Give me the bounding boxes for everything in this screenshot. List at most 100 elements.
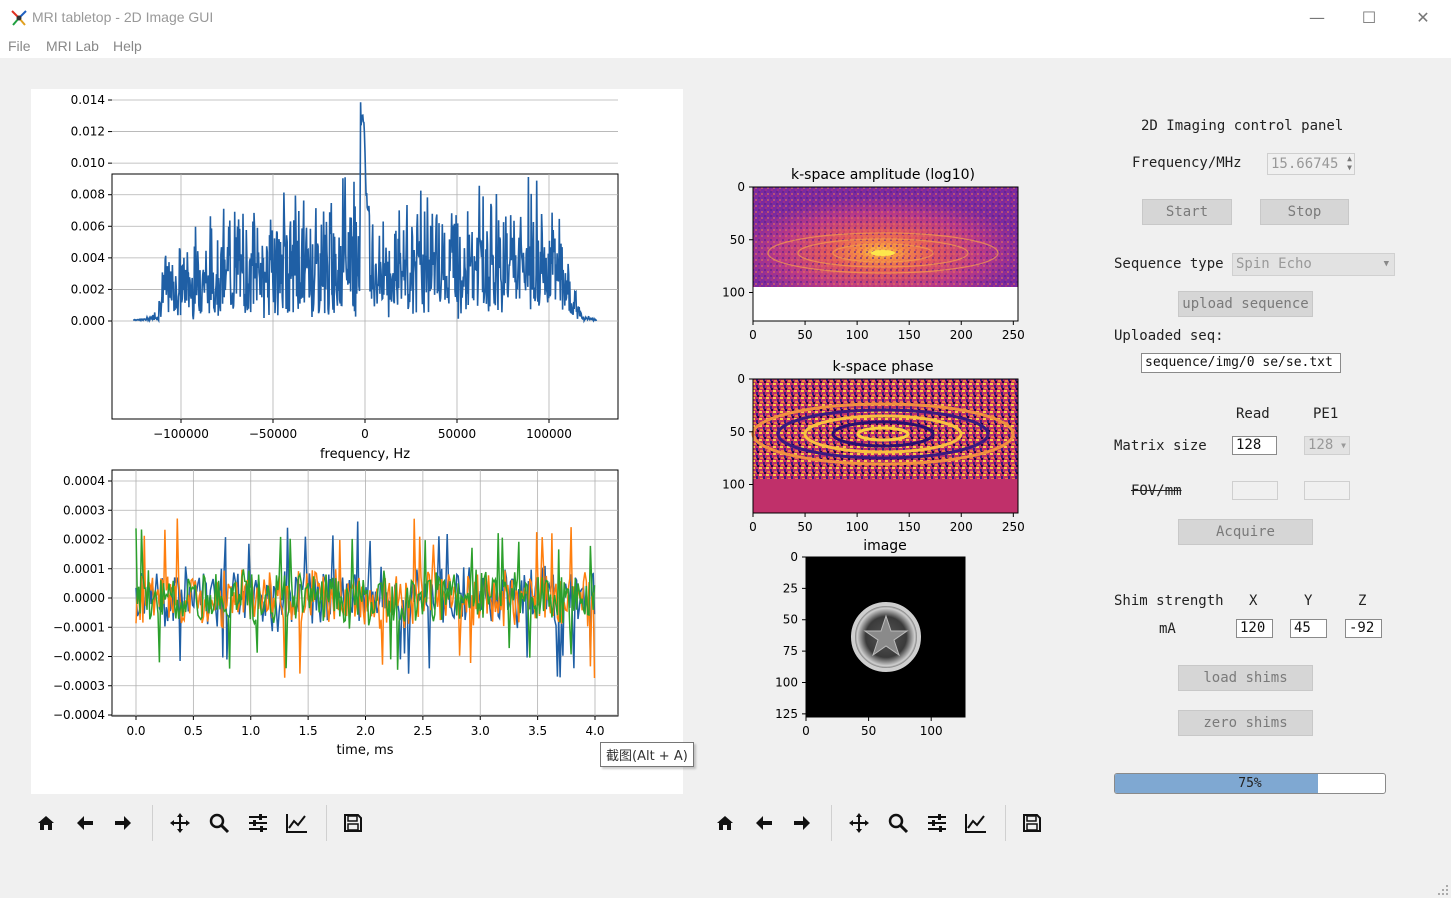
kspace-phase-rings [751,402,1015,466]
close-button[interactable]: ✕ [1397,0,1449,34]
progress-bar: 75% [1114,773,1386,794]
signal-xlabel: time, ms [336,743,393,758]
pan-button[interactable] [844,808,874,838]
x-tick-label: 250 [1002,520,1025,534]
signal-plot-canvas[interactable]: 0.000 0.002 0.004 0.006 0.008 0.010 0.012 0.014… [31,89,683,794]
home-button[interactable] [31,808,61,838]
matrix-pe1-select[interactable]: 128 ▼ [1304,436,1350,455]
matrix-read-field[interactable]: 128 [1232,436,1277,455]
x-tick-label: 50 [797,520,812,534]
shim-z-field[interactable]: -92 [1345,619,1382,638]
chart-line-icon [965,814,986,833]
y-tick-label: 25 [783,581,798,595]
toolbar-separator [326,805,327,841]
menu-bar: File MRI Lab Help [0,36,1451,58]
signal-series-green [135,528,596,670]
x-tick-label: 200 [950,328,973,342]
image-plot-canvas[interactable]: k-space amplitude (log10) 0 50 100 150 200 25… [710,89,1052,794]
y-tick-label: 0.002 [71,282,105,296]
image-title: image [863,538,907,554]
configure-subplots-button[interactable] [243,808,273,838]
y-tick-label: 100 [722,286,745,300]
x-tick-label: 50000 [438,427,476,441]
y-tick-label: −0.0003 [53,679,105,693]
resize-grip-icon[interactable] [1436,883,1450,897]
frequency-spinbox[interactable]: 15.66745 ▲ ▼ [1267,153,1355,175]
uploaded-seq-field[interactable]: sequence/img/0 se/se.txt [1141,353,1341,373]
minimize-button[interactable]: — [1291,0,1343,34]
acquire-button[interactable]: Acquire [1178,519,1313,545]
app-icon [11,10,27,26]
kspace-phase-title: k-space phase [833,359,934,375]
menu-help[interactable]: Help [113,38,142,54]
shim-z-label: Z [1358,593,1367,609]
y-tick-label: 0.012 [71,125,105,139]
y-tick-label: 125 [775,707,798,721]
x-tick-label: 0.5 [184,724,203,738]
save-icon [344,814,362,832]
y-tick-label: 0.000 [71,314,105,328]
y-tick-label: 0.0000 [63,591,105,605]
shim-y-field[interactable]: 45 [1290,619,1327,638]
x-tick-label: 2.0 [356,724,375,738]
y-tick-label: −0.0001 [53,620,105,634]
y-tick-label: 0.006 [71,219,105,233]
start-button[interactable]: Start [1142,199,1232,225]
zoom-button[interactable] [204,808,234,838]
sequence-type-select[interactable]: Spin Echo ▼ [1232,253,1395,276]
configure-subplots-button[interactable] [922,808,952,838]
minimize-icon: — [1309,7,1325,27]
x-tick-label: 150 [898,520,921,534]
x-tick-label: 2.5 [413,724,432,738]
save-button[interactable] [1017,808,1047,838]
menu-mri-lab[interactable]: MRI Lab [46,38,99,54]
screenshot-tooltip: 截图(Alt + A) [600,742,694,767]
y-tick-label: 50 [783,613,798,627]
x-tick-label: 0 [802,724,810,738]
x-tick-label: 100000 [526,427,572,441]
toolbar-separator [1005,805,1006,841]
stop-button[interactable]: Stop [1260,199,1349,225]
x-tick-label: 1.5 [299,724,318,738]
maximize-button[interactable]: ☐ [1343,0,1395,34]
back-button[interactable] [749,808,779,838]
x-tick-label: 100 [920,724,943,738]
edit-axis-button[interactable] [282,808,312,838]
sequence-type-label: Sequence type [1114,256,1224,272]
arrow-left-icon [77,816,93,830]
x-tick-label: 0.0 [126,724,145,738]
back-button[interactable] [70,808,100,838]
progress-bar-fill [1115,774,1318,793]
load-shims-button[interactable]: load shims [1178,665,1313,691]
x-tick-label: 0 [361,427,369,441]
save-button[interactable] [338,808,368,838]
zoom-icon [209,813,230,834]
image-plot-svg: k-space amplitude (log10) 0 50 100 150 200 25… [722,167,1025,738]
signal-series-orange [135,518,596,679]
y-tick-label: 100 [775,675,798,689]
spin-arrows-icon[interactable]: ▲ ▼ [1347,154,1352,172]
pan-button[interactable] [165,808,195,838]
kspace-amp-title: k-space amplitude (log10) [791,167,975,183]
zero-shims-button[interactable]: zero shims [1178,710,1313,736]
home-button[interactable] [710,808,740,838]
upload-sequence-button[interactable]: upload sequence [1178,291,1313,317]
matrix-size-label: Matrix size [1114,438,1207,454]
uploaded-seq-label: Uploaded seq: [1114,328,1224,344]
chart-line-icon [286,814,307,833]
x-tick-label: 3.0 [471,724,490,738]
edit-axis-button[interactable] [961,808,991,838]
forward-button[interactable] [787,808,817,838]
chevron-down-icon: ▼ [1341,441,1346,450]
menu-file[interactable]: File [8,38,31,54]
zoom-button[interactable] [883,808,913,838]
fov-label: FOV/mm [1131,483,1182,499]
fov-read-field[interactable] [1232,481,1278,500]
shim-x-field[interactable]: 120 [1236,619,1273,638]
forward-button[interactable] [108,808,138,838]
close-icon: ✕ [1416,7,1430,27]
y-tick-label: 0.0002 [63,533,105,547]
fov-pe1-field[interactable] [1304,481,1350,500]
arrow-right-icon [115,816,131,830]
x-tick-label: 150 [898,328,921,342]
